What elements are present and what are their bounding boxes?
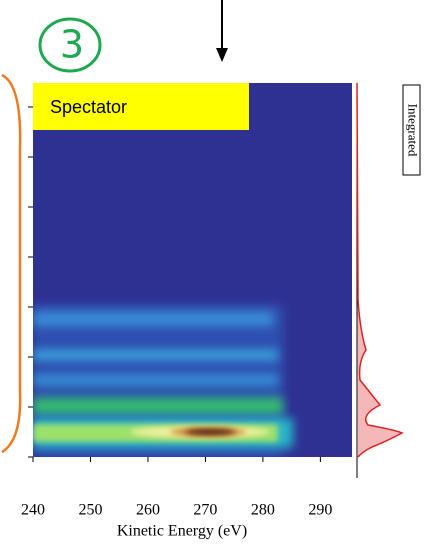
x-tick-label: 290 [308, 502, 332, 519]
x-tick-label: 240 [21, 502, 45, 519]
heatmap-peak [185, 429, 235, 435]
x-tick-label: 270 [193, 502, 217, 519]
annotation: Spectator [50, 97, 127, 117]
arrow-head [216, 48, 228, 62]
y-ticks [28, 107, 33, 457]
x-tick-label: 260 [136, 502, 160, 519]
heatmap-band [33, 375, 278, 385]
bracket [2, 75, 20, 452]
chart: 3 Spectator Integrated Kinetic Energy (e… [0, 0, 428, 540]
x-axis-label: Kinetic Energy (eV) [117, 523, 247, 540]
heatmap-band [33, 398, 283, 414]
x-tick-label: 250 [78, 502, 102, 519]
heatmap [33, 83, 352, 457]
side-panel-label: Integrated [406, 104, 421, 157]
panel-number: 3 [60, 23, 84, 67]
heatmap-band [33, 350, 278, 360]
heatmap-band [33, 312, 273, 326]
integrated-fill [357, 83, 402, 457]
x-tick-label: 280 [251, 502, 275, 519]
